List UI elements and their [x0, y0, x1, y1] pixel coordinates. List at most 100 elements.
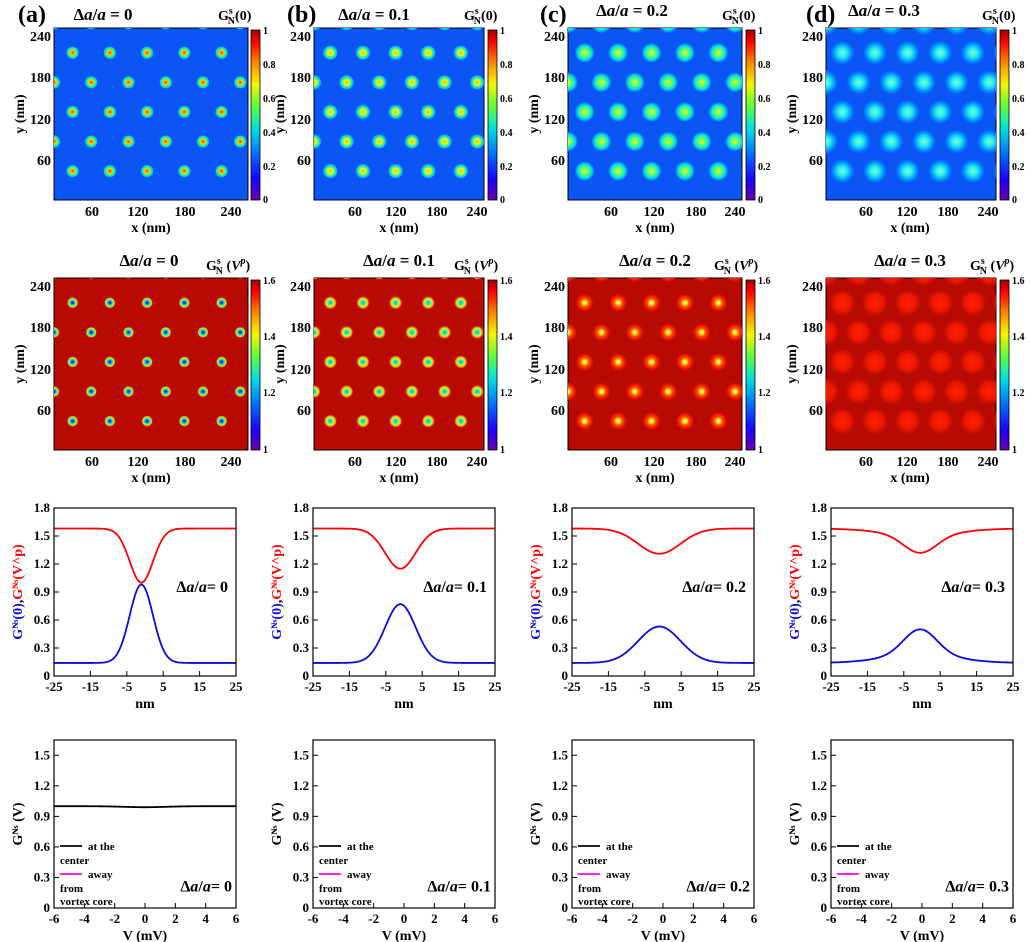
vortex-spot	[863, 100, 887, 124]
delta-label: Δa/a= 0.1	[423, 579, 487, 596]
colorbar-tick: 1	[758, 26, 763, 37]
vortex-spot	[626, 323, 644, 341]
x-tick-label: 25	[748, 679, 762, 694]
vortex-spot	[609, 353, 627, 371]
y-tick-label: 60	[809, 404, 823, 419]
x-tick-label: 60	[348, 455, 362, 470]
x-axis-label: V (mV)	[382, 929, 427, 942]
vortex-spot	[592, 323, 610, 341]
vortex-spot	[862, 408, 888, 434]
y-ticks: 60 120 180 240	[802, 30, 823, 169]
line-cut-panel-a: -25 -15 -5 5 15 2500.30.60.91.21.51.8nmGᴺˢ(0)…	[11, 500, 243, 712]
colorbar-tick: 0.4	[1012, 128, 1025, 139]
vortex-spot	[422, 415, 435, 428]
y-tick-label: 240	[544, 30, 565, 45]
line-cut-panel-d: -25 -15 -5 5 15 2500.30.60.91.21.51.8nmGᴺˢ(0)…	[788, 500, 1020, 712]
y-tick-label: 1.2	[811, 556, 827, 571]
x-tick-label: 240	[725, 205, 746, 220]
colorbar-tick: 1.4	[1012, 332, 1025, 343]
x-axis-label: V (mV)	[641, 929, 686, 942]
legend-label-center: at the	[606, 841, 633, 853]
vortex-spot	[813, 379, 839, 405]
vortex-spot	[437, 75, 452, 90]
y-tick-label: 0.9	[34, 584, 51, 599]
delta-label: Δa/a= 0	[176, 579, 228, 596]
panel-letter-a: (a)	[18, 2, 46, 28]
colorbar	[488, 280, 497, 450]
vortex-spot	[642, 43, 662, 63]
x-tick-label: 240	[221, 455, 242, 470]
colorbar-tick: 1	[500, 445, 505, 456]
y-tick-label: 120	[802, 113, 823, 128]
colorbar-tick: 0.4	[500, 128, 513, 139]
vortex-spot	[104, 356, 115, 367]
vortex-spot	[912, 70, 936, 94]
vortex-spot	[559, 383, 577, 401]
vortex-spot	[609, 294, 627, 312]
x-tick-label: 240	[978, 455, 999, 470]
vortex-spot	[453, 164, 468, 179]
x-tick-label: 5	[419, 679, 426, 694]
y-tick-label: 240	[290, 30, 311, 45]
x-tick-label: -5	[121, 679, 132, 694]
colorbar-title: Gs N (Vp)	[454, 256, 499, 277]
panel-letter-c: (c)	[540, 2, 567, 28]
y-tick-label: 0.9	[811, 808, 828, 823]
vortex-spot	[625, 72, 645, 92]
vortex-spot	[960, 408, 986, 434]
y-tick-label: 180	[290, 321, 311, 336]
vortex-spot	[104, 416, 115, 427]
vortex-spot	[977, 130, 1001, 154]
vortex-spot	[927, 290, 953, 316]
vortex-spot	[961, 100, 985, 124]
x-axis-label: x (nm)	[890, 221, 930, 236]
vortex-spot	[863, 41, 887, 65]
y-tick-label: 240	[544, 280, 565, 295]
y-ticks: 60 120 180 240	[290, 30, 311, 169]
colorbar-title: Gs N(0)	[464, 6, 498, 27]
x-tick-label: 60	[859, 455, 873, 470]
x-tick-label: 0	[660, 911, 667, 926]
vortex-spot	[896, 100, 920, 124]
vortex-spot	[575, 161, 595, 181]
vortex-spot	[829, 349, 855, 375]
x-axis-label: nm	[653, 697, 673, 712]
vortex-spot	[86, 327, 97, 338]
vortex-spot	[693, 264, 711, 282]
colorbar-ticks: 1 0.8 0.6 0.4 0.2 0	[1012, 26, 1025, 206]
x-tick-label: -4	[597, 911, 608, 926]
colorbar-tick: 0.2	[500, 162, 513, 173]
y-tick-label: 1.2	[811, 778, 827, 793]
x-tick-label: -5	[639, 679, 650, 694]
legend-label-center: center	[837, 855, 866, 867]
vortex-spot	[471, 326, 484, 339]
y-tick-label: 1.2	[293, 778, 309, 793]
zero-bias-map-b: (b) Δa/a = 0.1 60 120 180 240 x (nm) 60 …	[273, 2, 513, 236]
vortex-spot	[197, 386, 208, 397]
vortex-spot	[437, 134, 452, 149]
x-tick-label: 120	[386, 455, 407, 470]
x-tick-label: 180	[175, 455, 196, 470]
y-axis-label: Gᴺˢ(0),Gᴺˢ(V^p)	[529, 544, 544, 640]
vortex-spot	[215, 105, 228, 118]
vortex-spot	[895, 408, 921, 434]
x-axis-label: x (nm)	[131, 471, 171, 486]
vortex-spot	[960, 349, 986, 375]
vortex-spot	[960, 290, 986, 316]
vortex-spot	[692, 72, 712, 92]
vortex-spot	[122, 76, 135, 89]
y-tick-label: 60	[809, 154, 823, 169]
vortex-spot	[389, 415, 402, 428]
colorbar-tick: 0	[758, 195, 763, 206]
colorbar-tick: 1.4	[263, 332, 276, 343]
colorbar-tick: 1.2	[500, 388, 513, 399]
vortex-spot	[66, 105, 79, 118]
vortex-spot	[405, 385, 418, 398]
y-tick-label: 0.6	[34, 839, 51, 854]
x-tick-label: -15	[341, 679, 359, 694]
x-ticks: 60 120 180 240	[85, 205, 242, 220]
colorbar-ticks: 1 0.8 0.6 0.4 0.2 0	[758, 26, 771, 206]
vortex-spot	[675, 43, 695, 63]
x-tick-label: -15	[600, 679, 618, 694]
y-tick-label: 0.3	[293, 869, 310, 884]
